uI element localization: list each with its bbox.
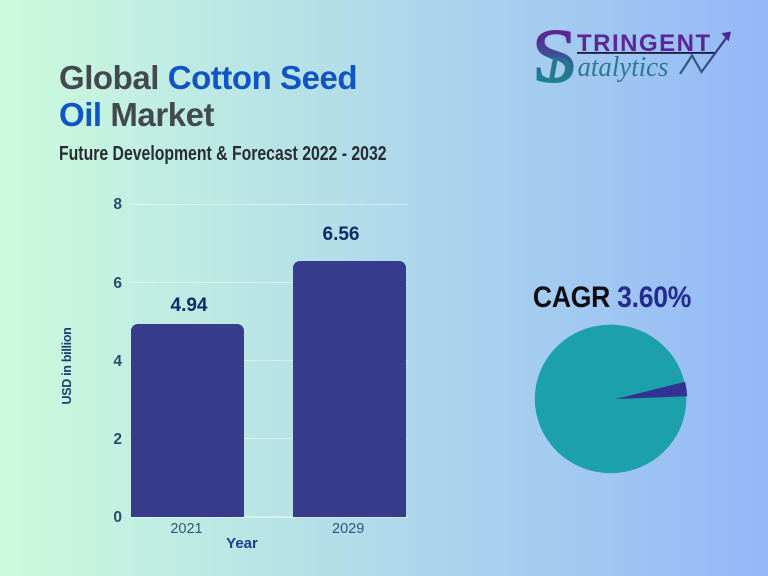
svg-text:D: D [546, 51, 572, 88]
svg-text:S: S [532, 18, 579, 88]
svg-text:atalytics: atalytics [578, 51, 669, 83]
